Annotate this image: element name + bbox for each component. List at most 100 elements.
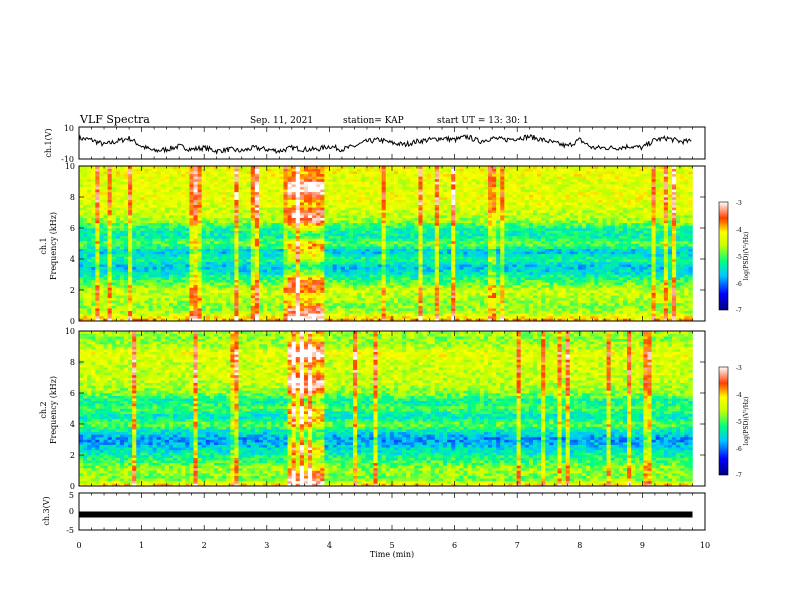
spectrogram-cell: [189, 178, 194, 182]
spectrogram-cell: [250, 207, 256, 211]
spectrogram-cell: [83, 256, 88, 260]
spectrogram-cell: [361, 305, 366, 309]
spectrogram-cell: [209, 292, 215, 296]
spectrogram-cell: [332, 189, 337, 193]
spectrogram-cell: [381, 261, 387, 265]
spectrogram-cell: [398, 295, 403, 299]
spectrogram-cell: [173, 277, 178, 280]
spectrogram-cell: [119, 186, 125, 190]
spectrogram-cell: [242, 209, 247, 213]
spectrogram-cell: [213, 251, 219, 255]
spectrogram-cell: [242, 266, 247, 270]
spectrogram-cell: [254, 297, 260, 301]
spectrogram-cell: [258, 243, 264, 247]
spectrogram-cell: [299, 310, 305, 314]
spectrogram-cell: [144, 240, 149, 244]
spectrogram-cell: [177, 240, 182, 244]
spectrogram-cell: [312, 235, 317, 239]
spectrogram-cell: [242, 248, 247, 252]
spectrogram-cell: [271, 274, 276, 278]
spectrogram-cell: [79, 173, 84, 177]
spectrogram-cell: [107, 318, 113, 322]
spectrogram-cell: [132, 235, 137, 239]
spectrogram-cell: [324, 266, 329, 270]
spectrogram-cell: [373, 217, 378, 221]
spectrogram-cell: [197, 233, 202, 237]
spectrogram-cell: [218, 235, 223, 239]
spectrogram-cell: [271, 266, 276, 270]
spectrogram-cell: [140, 184, 145, 187]
spectrogram-cell: [332, 207, 337, 211]
spectrogram-cell: [271, 315, 276, 319]
spectrogram-cell: [87, 266, 92, 270]
spectrogram-cell: [324, 253, 329, 257]
spectrogram-cell: [119, 292, 125, 296]
spectrogram-cell: [238, 300, 243, 304]
spectrogram-cell: [107, 173, 113, 177]
spectrogram-cell: [83, 318, 88, 322]
spectrogram-cell: [95, 308, 100, 311]
spectrogram-cell: [295, 308, 301, 311]
spectrogram-cell: [234, 178, 239, 182]
spectrogram-cell: [287, 253, 292, 257]
spectrogram-cell: [140, 274, 145, 278]
spectrogram-cell: [144, 171, 149, 175]
spectrogram-cell: [303, 220, 309, 224]
spectrogram-cell: [160, 238, 166, 242]
spectrogram-cell: [91, 222, 96, 226]
spectrogram-cell: [312, 197, 317, 200]
spectrogram-cell: [164, 284, 170, 288]
spectrogram-cell: [250, 253, 256, 257]
spectrogram-cell: [246, 284, 252, 288]
spectrogram-cell: [271, 251, 276, 255]
spectrogram-cell: [205, 297, 211, 301]
spectrogram-cell: [267, 178, 272, 182]
spectrogram-cell: [132, 176, 137, 180]
spectrogram-cell: [164, 313, 170, 317]
spectrogram-cell: [361, 297, 366, 301]
spectrogram-cell: [344, 181, 350, 185]
spectrogram-cell: [177, 171, 182, 175]
spectrogram-cell: [361, 266, 366, 270]
spectrogram-cell: [238, 230, 243, 234]
spectrogram-cell: [99, 207, 104, 211]
spectrogram-cell: [136, 212, 141, 216]
spectrogram-cell: [83, 305, 88, 309]
spectrogram-cell: [328, 184, 333, 187]
spectrogram-cell: [369, 305, 374, 309]
spectrogram-cell: [119, 277, 125, 280]
spectrogram-cell: [332, 308, 337, 311]
spectrogram-cell: [128, 269, 133, 273]
spectrogram-cell: [218, 197, 223, 200]
spectrogram-cell: [365, 295, 370, 299]
spectrogram-cell: [402, 178, 407, 182]
spectrogram-cell: [340, 261, 346, 265]
spectrogram-cell: [209, 261, 215, 265]
spectrogram-cell: [258, 222, 264, 226]
spectrogram-cell: [340, 173, 346, 177]
spectrogram-cell: [279, 199, 284, 203]
spectrogram-cell: [361, 220, 366, 224]
spectrogram-cell: [91, 248, 96, 252]
spectrogram-cell: [393, 300, 399, 304]
spectrogram-cell: [344, 305, 350, 309]
spectrogram-cell: [320, 287, 325, 291]
spectrogram-cell: [357, 194, 362, 198]
spectrogram-cell: [144, 184, 149, 187]
spectrogram-cell: [410, 305, 415, 309]
spectrogram-cell: [373, 222, 378, 226]
spectrogram-cell: [173, 284, 178, 288]
spectrogram-cell: [324, 292, 329, 296]
spectrogram-cell: [287, 230, 292, 234]
spectrogram-cell: [173, 300, 178, 304]
spectrogram-cell: [79, 168, 84, 172]
spectrogram-cell: [103, 308, 108, 311]
spectrogram-cell: [402, 313, 407, 317]
spectrogram-cell: [299, 318, 305, 322]
spectrogram-cell: [238, 207, 243, 211]
spectrogram-cell: [160, 318, 166, 322]
spectrogram-cell: [410, 310, 415, 314]
spectrogram-cell: [209, 259, 215, 262]
spectrogram-cell: [181, 251, 186, 255]
spectrogram-cell: [87, 212, 92, 216]
